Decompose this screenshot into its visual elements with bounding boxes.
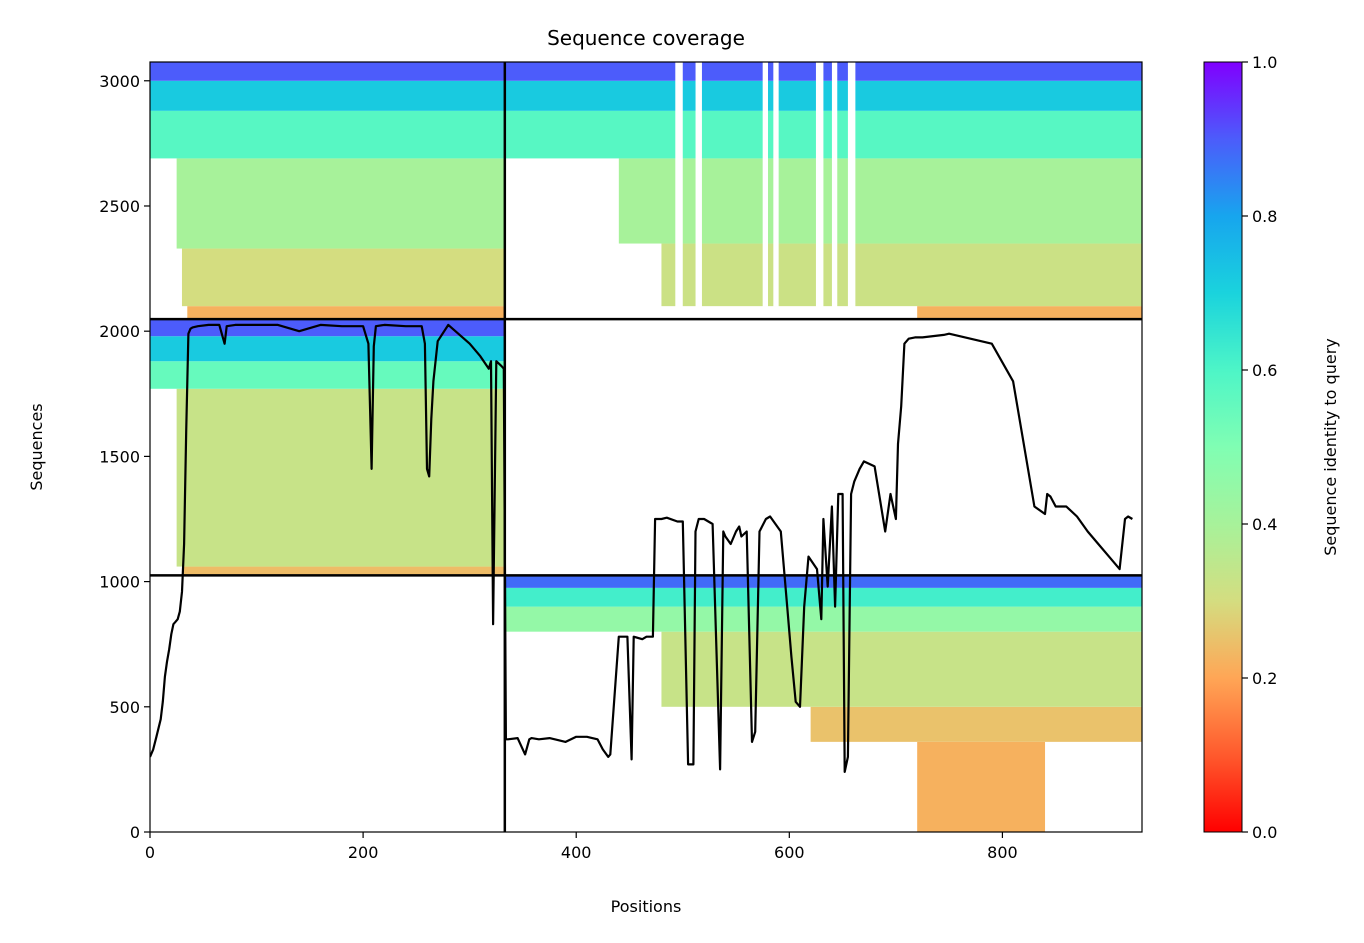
chart-title: Sequence coverage xyxy=(547,26,745,50)
colorbar-tick-label: 0.6 xyxy=(1252,361,1277,380)
x-tick-label: 0 xyxy=(145,843,155,862)
identity-band xyxy=(504,587,1142,607)
identity-band xyxy=(150,110,505,159)
colorbar-gradient xyxy=(1203,61,1243,833)
identity-band xyxy=(618,158,1142,244)
y-axis-label: Sequences xyxy=(27,403,46,490)
y-tick-label: 1000 xyxy=(99,573,140,592)
x-axis-label: Positions xyxy=(611,897,682,916)
identity-band xyxy=(917,306,1142,319)
colorbar-label: Sequence identity to query xyxy=(1321,338,1340,555)
identity-band xyxy=(150,62,505,81)
alignment-gap xyxy=(815,62,824,319)
identity-band xyxy=(661,243,1142,307)
identity-band xyxy=(504,575,1142,588)
identity-band xyxy=(150,80,505,111)
colorbar-tick-label: 0.0 xyxy=(1252,823,1277,842)
msa-block-3 xyxy=(504,62,1142,319)
y-tick-label: 3000 xyxy=(99,72,140,91)
coverage-line xyxy=(150,323,1133,774)
colorbar-tick-label: 1.0 xyxy=(1252,53,1277,72)
x-tick-label: 400 xyxy=(561,843,592,862)
msa-block-1 xyxy=(150,62,505,319)
alignment-gap xyxy=(762,62,769,319)
x-tick-label: 800 xyxy=(987,843,1018,862)
colorbar: 0.0 0.2 0.4 0.6 0.8 1.0 xyxy=(1203,53,1277,842)
colorbar-tick-label: 0.4 xyxy=(1252,515,1277,534)
identity-band xyxy=(176,388,505,567)
identity-band xyxy=(150,336,505,362)
identity-band xyxy=(187,306,505,319)
axes: 0 200 400 600 800 0 500 1000 1500 2000 2500 3000 xyxy=(99,61,1143,862)
identity-band xyxy=(661,631,1142,707)
identity-band xyxy=(504,606,1142,632)
alignment-gap xyxy=(831,62,838,319)
plot-frame xyxy=(149,61,1143,833)
overlay-layer xyxy=(150,62,1142,832)
identity-band xyxy=(181,566,505,576)
identity-band xyxy=(150,319,505,337)
colorbar-tick-label: 0.8 xyxy=(1252,207,1277,226)
y-tick-label: 0 xyxy=(130,823,140,842)
y-tick-label: 500 xyxy=(109,698,140,717)
msa-block-4 xyxy=(504,575,1142,832)
identity-band xyxy=(181,248,505,307)
identity-band xyxy=(176,158,505,249)
colorbar-tick-label: 0.2 xyxy=(1252,669,1277,688)
alignment-gap xyxy=(695,62,702,319)
y-tick-label: 2500 xyxy=(99,197,140,216)
alignment-gap xyxy=(847,62,856,319)
identity-band xyxy=(150,361,505,389)
identity-band xyxy=(504,110,1142,159)
identity-band xyxy=(504,62,1142,81)
identity-band xyxy=(810,706,1142,742)
alignment-gap xyxy=(675,62,683,319)
y-tick-label: 2000 xyxy=(99,322,140,341)
x-tick-label: 600 xyxy=(774,843,805,862)
alignment-gap xyxy=(773,62,779,319)
y-tick-label: 1500 xyxy=(99,447,140,466)
x-tick-label: 200 xyxy=(348,843,379,862)
identity-band xyxy=(917,741,1046,832)
plot-area xyxy=(150,62,1142,832)
msa-block-2 xyxy=(150,319,505,576)
identity-band xyxy=(504,80,1142,111)
